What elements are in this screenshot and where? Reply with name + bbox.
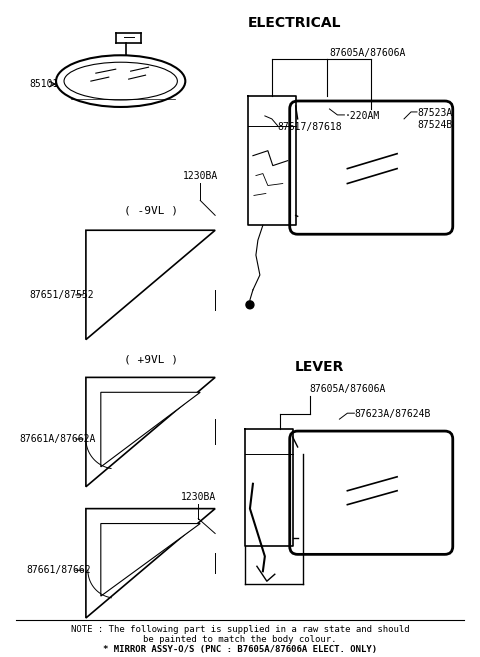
Text: 1230BA: 1230BA (182, 171, 218, 181)
Polygon shape (101, 524, 200, 596)
Text: be painted to match the body colour.: be painted to match the body colour. (143, 635, 337, 645)
Text: ELECTRICAL: ELECTRICAL (248, 16, 341, 30)
Text: 87623A/87624B: 87623A/87624B (354, 409, 431, 419)
Text: 85101: 85101 (29, 79, 59, 89)
Text: 87524B: 87524B (417, 120, 452, 130)
Text: 87651/87552: 87651/87552 (29, 290, 94, 300)
Text: 87605A/87606A: 87605A/87606A (329, 48, 406, 58)
Text: 1230BA: 1230BA (180, 491, 216, 502)
Text: 87605A/87606A: 87605A/87606A (310, 384, 386, 394)
Text: ·220AM: ·220AM (344, 111, 380, 121)
Text: NOTE : The following part is supplied in a raw state and should: NOTE : The following part is supplied in… (71, 625, 409, 635)
Text: 87523A: 87523A (417, 108, 452, 118)
Text: LEVER: LEVER (295, 361, 344, 374)
Polygon shape (101, 392, 200, 467)
Text: 87661A/87662A: 87661A/87662A (19, 434, 96, 444)
Text: * MIRROR ASSY-O/S (PNC : B7605A/87606A ELECT. ONLY): * MIRROR ASSY-O/S (PNC : B7605A/87606A E… (103, 645, 377, 654)
Text: ( -9VL ): ( -9VL ) (123, 206, 178, 215)
Ellipse shape (56, 55, 185, 107)
Text: 87617/87618: 87617/87618 (278, 122, 342, 132)
Polygon shape (86, 230, 215, 340)
Text: 87661/87662: 87661/87662 (26, 565, 91, 576)
Ellipse shape (64, 62, 178, 100)
Text: ( +9VL ): ( +9VL ) (123, 355, 178, 365)
Polygon shape (86, 377, 215, 487)
FancyBboxPatch shape (290, 431, 453, 555)
FancyBboxPatch shape (290, 101, 453, 235)
Polygon shape (86, 509, 215, 618)
Circle shape (246, 301, 254, 309)
